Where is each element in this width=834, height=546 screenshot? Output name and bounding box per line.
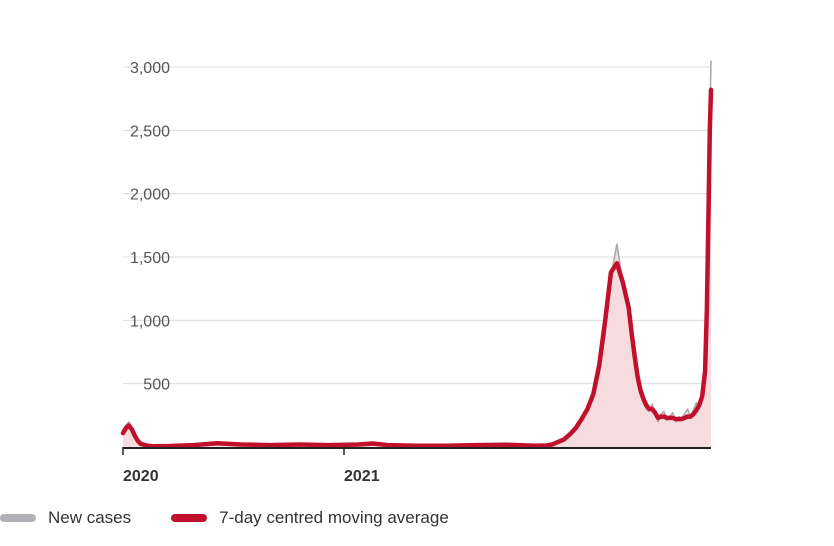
moving-average-swatch: [171, 514, 208, 522]
y-tick-label: 1,000: [130, 313, 170, 330]
y-axis: 500 1,000 1,500 2,000 2,500 3,000: [130, 60, 170, 394]
new-cases-swatch: [0, 514, 36, 522]
y-tick-label: 1,500: [130, 250, 170, 267]
x-tick-label: 2021: [344, 468, 380, 485]
legend-item-new-cases: New cases: [0, 508, 131, 528]
x-tick-label: 2020: [123, 468, 159, 485]
legend-label-moving-average: 7-day centred moving average: [219, 508, 449, 527]
y-tick-label: 2,000: [130, 187, 170, 204]
moving-average-line: [120, 87, 714, 449]
new-cases-series: [122, 60, 712, 448]
new-cases-area: [123, 60, 711, 447]
moving-average-series: [120, 87, 714, 449]
x-axis: 2020 2021: [122, 447, 380, 485]
y-tick-label: 3,000: [130, 60, 170, 77]
y-tick-label: 500: [143, 377, 170, 394]
legend-label-new-cases: New cases: [48, 508, 132, 527]
legend: New cases 7-day centred moving average: [0, 508, 489, 528]
y-tick-label: 2,500: [130, 123, 170, 140]
legend-item-moving-average: 7-day centred moving average: [171, 508, 449, 528]
